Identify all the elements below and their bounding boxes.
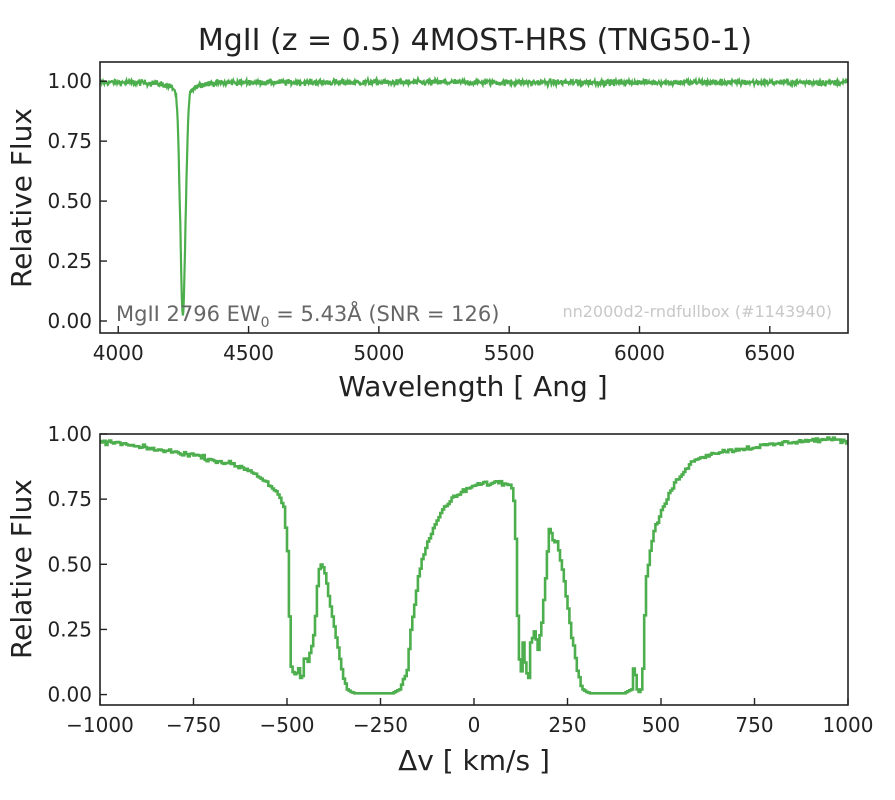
velocity-x-label: Δv [ km/s ] (398, 744, 550, 777)
velocity-y-tick-label: 0.50 (47, 552, 92, 576)
velocity-y-tick-label: 0.00 (47, 683, 92, 707)
wavelength-x-tick-label: 6000 (614, 341, 665, 365)
ew-annotation-suffix: = 5.43Å (SNR = 126) (270, 300, 500, 326)
velocity-y-label: Relative Flux (5, 479, 38, 659)
velocity-x-ticks: −1000 −750 −500 −250 0 250 500 750 1000 (66, 698, 873, 737)
ew-annotation-subscript: 0 (261, 315, 270, 331)
wavelength-y-tick-label: 0.25 (47, 249, 92, 273)
wavelength-y-ticks: 0.00 0.25 0.50 0.75 1.00 (47, 69, 107, 333)
wavelength-y-tick-label: 1.00 (47, 69, 92, 93)
velocity-y-ticks: 0.00 0.25 0.50 0.75 1.00 (47, 422, 107, 707)
wavelength-flux-series (100, 75, 848, 316)
wavelength-plot-frame (99, 61, 849, 334)
velocity-x-tick-label: −250 (353, 713, 408, 737)
wavelength-x-tick-label: 4000 (93, 341, 144, 365)
velocity-x-tick-label: 1000 (823, 713, 874, 737)
velocity-x-tick-label: 500 (642, 713, 680, 737)
velocity-x-tick-label: 250 (548, 713, 586, 737)
wavelength-panel: 0.00 0.25 0.50 0.75 1.00 4000 4500 5000 5500 600… (5, 61, 849, 403)
velocity-panel: 0.00 0.25 0.50 0.75 1.00 −1000 −750 −500 −250 0 2… (5, 422, 873, 777)
velocity-x-tick-label: 0 (468, 713, 481, 737)
velocity-y-tick-label: 0.25 (47, 617, 92, 641)
velocity-x-tick-label: −1000 (66, 713, 134, 737)
velocity-x-tick-label: 750 (735, 713, 773, 737)
wavelength-x-tick-label: 6500 (744, 341, 795, 365)
simulation-note: nn2000d2-rndfullbox (#1143940) (562, 302, 832, 321)
wavelength-series-area (100, 75, 848, 316)
velocity-series-area (100, 436, 848, 695)
wavelength-x-tick-label: 4500 (223, 341, 274, 365)
figure-title: MgII (z = 0.5) 4MOST-HRS (TNG50-1) (198, 23, 752, 58)
velocity-x-tick-label: −500 (260, 713, 315, 737)
velocity-y-tick-label: 1.00 (47, 422, 92, 446)
wavelength-x-label: Wavelength [ Ang ] (338, 370, 607, 403)
wavelength-y-tick-label: 0.50 (47, 189, 92, 213)
velocity-flux-series (100, 436, 848, 695)
wavelength-y-tick-label: 0.00 (47, 309, 92, 333)
wavelength-y-tick-label: 0.75 (47, 129, 92, 153)
wavelength-x-tick-label: 5000 (353, 341, 404, 365)
wavelength-x-ticks: 4000 4500 5000 5500 6000 6500 (93, 326, 795, 365)
ew-annotation: MgII 2796 EW0 = 5.43Å (SNR = 126) (116, 300, 499, 331)
velocity-plot-frame (99, 433, 849, 706)
velocity-y-tick-label: 0.75 (47, 487, 92, 511)
ew-annotation-prefix: MgII 2796 EW (116, 302, 261, 326)
velocity-x-tick-label: −750 (166, 713, 221, 737)
wavelength-y-label: Relative Flux (5, 108, 38, 288)
wavelength-x-tick-label: 5500 (484, 341, 535, 365)
